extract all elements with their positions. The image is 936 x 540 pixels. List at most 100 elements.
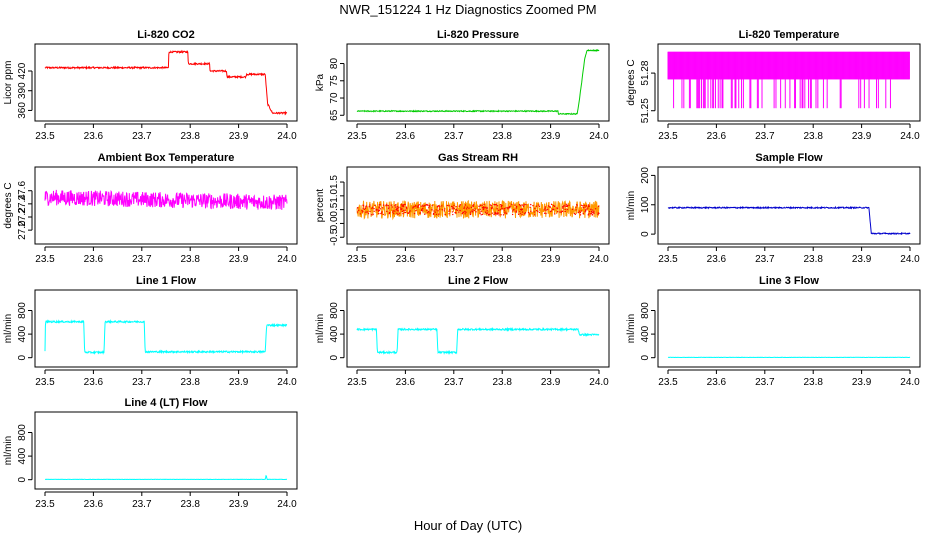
x-tick-label: 24.0 [589,131,609,142]
y-axis: 0 400 800 [17,424,33,482]
data-point [469,213,472,216]
x-tick-label: 23.9 [541,131,561,142]
data-point [402,212,404,215]
subplot-8: Line 2 Flow 23.5 23.6 23.7 23.8 23.9 24.0 0 400 8… [315,275,610,388]
x-tick-label: 23.5 [35,254,55,265]
data-point [498,214,500,216]
data-point [455,212,457,214]
data-point [529,206,531,209]
data-point [515,210,517,212]
data-point [365,205,367,207]
data-line [44,318,288,355]
subplot-title: Line 2 Flow [448,275,508,287]
data-point [388,211,391,214]
x-tick-label: 23.7 [755,131,775,142]
data-point [381,211,383,213]
data-point [444,213,446,216]
data-point [562,207,564,209]
data-point [550,203,553,206]
y-tick-label: 390 [17,82,28,99]
data-point [566,204,568,206]
data-point [397,210,399,212]
data-point [452,207,455,209]
data-line [356,48,600,116]
data-point [586,208,588,210]
data-point [520,209,523,211]
data-point [544,206,547,208]
x-tick-label: 24.0 [900,254,920,265]
plot-frame [34,166,298,245]
y-tick-label: 75 [329,75,340,87]
data-point [566,205,569,208]
y-tick-label: 0 [17,476,28,482]
data-point [391,206,394,208]
data-point [401,210,404,213]
data-point [549,206,551,209]
data-point [491,206,493,208]
y-axis: 51.25 51.28 [640,60,656,123]
x-tick-label: 23.7 [755,377,775,388]
data-layer [356,326,600,356]
x-tick-label: 23.6 [707,377,727,388]
data-point [538,211,541,214]
plot-frame [657,289,921,368]
x-tick-label: 23.6 [84,499,104,510]
data-point [480,214,482,216]
data-point [455,209,457,211]
data-point [448,209,451,211]
data-point [362,211,364,213]
data-point [420,205,422,207]
data-point [481,206,484,209]
data-point [511,213,514,216]
data-point [530,210,532,212]
data-point [422,207,424,210]
y-tick-label: 800 [640,302,651,319]
data-point [448,210,450,212]
data-point [491,207,493,210]
x-tick-label: 24.0 [589,377,609,388]
y-tick-label: 360 [17,102,28,119]
x-tick-label: 23.9 [852,377,872,388]
data-point [501,204,503,207]
data-point [514,204,516,206]
data-point [564,208,566,211]
data-point [479,208,481,210]
x-tick-label: 24.0 [277,377,297,388]
y-tick-label: 1.0 [329,188,340,202]
subplot-1: Li-820 CO2 23.5 23.6 23.7 23.8 23.9 24.0 360 390… [3,29,298,142]
data-point [481,204,483,206]
data-point [470,206,473,209]
data-point [464,204,467,206]
data-point [545,209,547,211]
data-point [594,208,597,210]
data-point [544,207,546,210]
y-axis-label: Licor ppm [3,61,14,105]
data-point [507,208,509,210]
subplot-7: Line 1 Flow 23.5 23.6 23.7 23.8 23.9 24.0 0 400 8… [3,275,298,388]
data-point [378,209,381,212]
x-tick-label: 23.5 [658,131,678,142]
x-tick-label: 23.5 [35,131,55,142]
data-point [585,205,588,207]
data-point [503,209,506,211]
data-line [44,49,288,116]
data-point [417,206,419,209]
data-point [590,208,592,211]
data-point [487,213,490,216]
plot-frame [346,43,610,122]
y-tick-label: 800 [329,302,340,319]
data-point [571,208,574,211]
data-point [519,211,521,213]
data-point [403,204,405,206]
data-point [498,209,500,212]
data-point [364,207,367,210]
data-point [388,212,391,215]
data-point [485,206,487,208]
data-layer [356,48,600,116]
data-point [587,207,589,209]
data-point [362,207,364,209]
y-axis-label: degrees C [3,182,14,228]
data-point [503,207,506,210]
data-point [396,206,399,208]
y-axis: 0 400 800 [17,302,33,360]
